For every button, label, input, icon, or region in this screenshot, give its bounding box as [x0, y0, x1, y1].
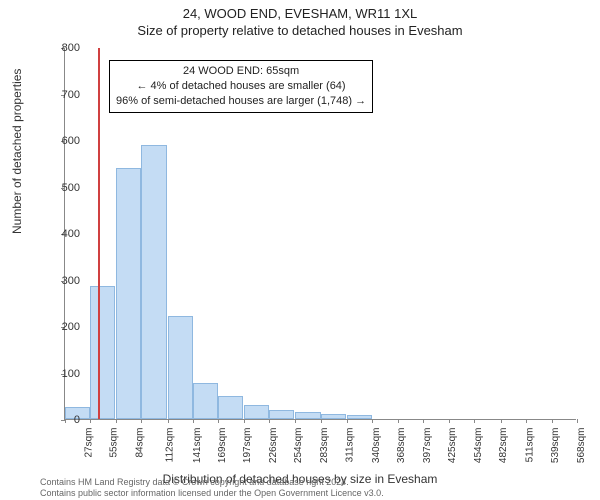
histogram-bar — [193, 383, 218, 419]
copyright-line2: Contains public sector information licen… — [40, 488, 384, 499]
xtick-label: 397sqm — [422, 428, 433, 464]
histogram-bar — [168, 316, 193, 419]
xtick-label: 27sqm — [84, 428, 95, 458]
xtick-label: 539sqm — [550, 428, 561, 464]
reference-line — [98, 48, 100, 419]
xtick-mark — [372, 419, 373, 423]
plot-area: 24 WOOD END: 65sqm← 4% of detached house… — [64, 48, 576, 420]
xtick-label: 454sqm — [473, 428, 484, 464]
xtick-label: 141sqm — [192, 428, 203, 464]
info-box: 24 WOOD END: 65sqm← 4% of detached house… — [109, 60, 373, 113]
xtick-label: 254sqm — [293, 428, 304, 464]
ytick-label: 200 — [40, 321, 80, 333]
xtick-mark — [423, 419, 424, 423]
histogram-bar — [116, 168, 141, 419]
xtick-mark — [116, 419, 117, 423]
xtick-mark — [168, 419, 169, 423]
ytick-label: 700 — [40, 89, 80, 101]
histogram-bar — [141, 145, 166, 419]
info-box-line1: 24 WOOD END: 65sqm — [116, 64, 366, 79]
y-axis-label: Number of detached properties — [10, 69, 24, 234]
ytick-label: 500 — [40, 182, 80, 194]
xtick-mark — [193, 419, 194, 423]
xtick-mark — [295, 419, 296, 423]
ytick-label: 600 — [40, 135, 80, 147]
xtick-mark — [321, 419, 322, 423]
title-line1: 24, WOOD END, EVESHAM, WR11 1XL — [0, 0, 600, 21]
xtick-label: 340sqm — [371, 428, 382, 464]
ytick-label: 0 — [40, 414, 80, 426]
histogram-bar — [218, 396, 243, 419]
xtick-mark — [398, 419, 399, 423]
histogram-bar — [347, 415, 372, 419]
xtick-label: 425sqm — [447, 428, 458, 464]
xtick-label: 568sqm — [576, 428, 587, 464]
ytick-label: 400 — [40, 228, 80, 240]
xtick-mark — [244, 419, 245, 423]
histogram-bar — [244, 405, 269, 419]
chart-container: 24 WOOD END: 65sqm← 4% of detached house… — [64, 48, 576, 420]
info-box-line2: ← 4% of detached houses are smaller (64) — [116, 79, 366, 94]
xtick-label: 169sqm — [217, 428, 228, 464]
histogram-bar — [90, 286, 115, 419]
histogram-bar — [295, 412, 320, 419]
xtick-label: 112sqm — [165, 428, 176, 463]
xtick-mark — [526, 419, 527, 423]
xtick-label: 311sqm — [344, 428, 355, 463]
ytick-label: 800 — [40, 42, 80, 54]
xtick-label: 511sqm — [524, 428, 535, 463]
xtick-mark — [474, 419, 475, 423]
xtick-label: 482sqm — [498, 428, 509, 464]
xtick-label: 197sqm — [242, 428, 253, 464]
xtick-mark — [552, 419, 553, 423]
xtick-label: 55sqm — [109, 428, 120, 458]
xtick-mark — [577, 419, 578, 423]
xtick-label: 226sqm — [268, 428, 279, 464]
xtick-mark — [501, 419, 502, 423]
title-line2: Size of property relative to detached ho… — [0, 21, 600, 42]
xtick-mark — [449, 419, 450, 423]
copyright-line1: Contains HM Land Registry data © Crown c… — [40, 477, 384, 488]
histogram-bar — [269, 410, 294, 419]
histogram-bar — [321, 414, 346, 419]
xtick-mark — [141, 419, 142, 423]
xtick-mark — [218, 419, 219, 423]
copyright-notice: Contains HM Land Registry data © Crown c… — [40, 477, 384, 499]
xtick-mark — [347, 419, 348, 423]
xtick-mark — [269, 419, 270, 423]
info-box-line3: 96% of semi-detached houses are larger (… — [116, 94, 366, 109]
xtick-mark — [90, 419, 91, 423]
ytick-label: 300 — [40, 275, 80, 287]
xtick-label: 368sqm — [396, 428, 407, 464]
xtick-label: 283sqm — [319, 428, 330, 464]
ytick-label: 100 — [40, 368, 80, 380]
xtick-label: 84sqm — [135, 428, 146, 458]
